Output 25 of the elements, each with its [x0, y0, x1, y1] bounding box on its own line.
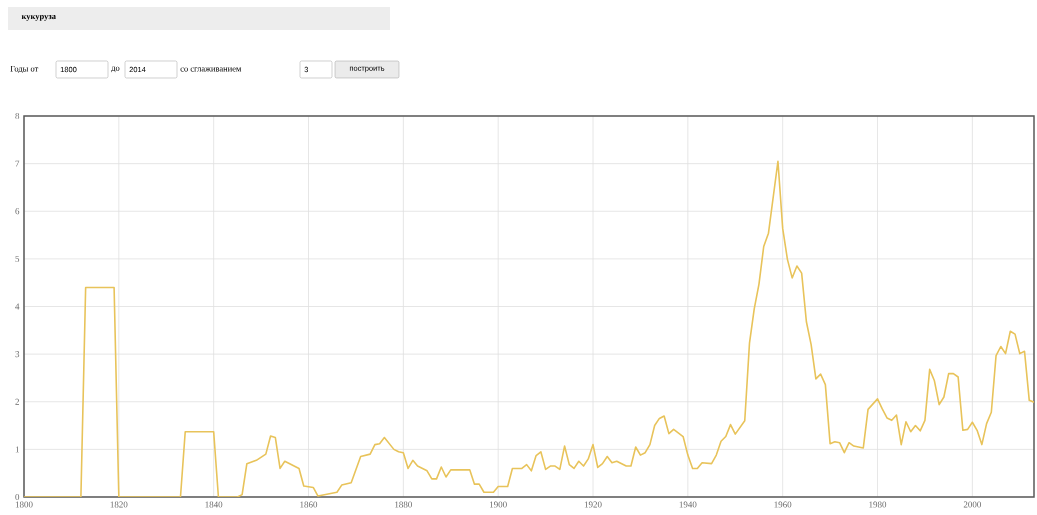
x-tick-label: 1860 [300, 501, 318, 508]
x-tick-label: 1900 [489, 501, 507, 508]
y-tick-label: 8 [15, 112, 20, 120]
line-series [24, 160, 1034, 497]
y-tick-label: 3 [15, 351, 20, 358]
x-tick-label: 1820 [110, 501, 128, 508]
chart-title: кукуруза [21, 15, 56, 21]
y-tick-label: 7 [15, 160, 20, 167]
x-tick-label: 2000 [963, 501, 981, 508]
text: Годы от [10, 65, 39, 74]
y-tick-label: 4 [15, 303, 20, 310]
x-tick-label: 1940 [679, 501, 697, 508]
x-tick-label: 1980 [869, 501, 887, 508]
y-tick-label: 0 [15, 493, 20, 501]
y-tick-label: 5 [15, 255, 20, 262]
x-tick-label: 1920 [584, 501, 602, 508]
text: до [111, 66, 120, 73]
y-tick-label: 6 [15, 208, 20, 215]
x-tick-label: 1800 [15, 501, 33, 508]
y-tick-label: 1 [15, 446, 19, 453]
y-tick-label: 2 [15, 398, 19, 405]
x-tick-label: 1840 [205, 501, 223, 508]
x-tick-label: 1960 [774, 501, 792, 508]
text: со сглаживанием [180, 67, 242, 72]
x-tick-label: 1880 [395, 501, 412, 508]
